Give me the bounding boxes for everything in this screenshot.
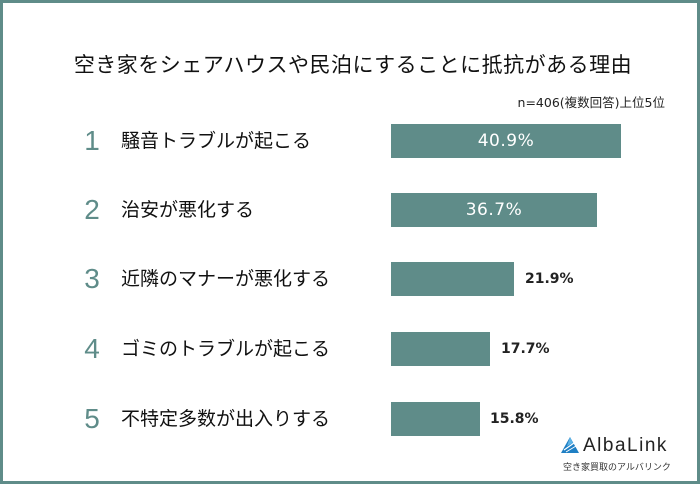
category-label: 騒音トラブルが起こる: [121, 130, 312, 152]
albalink-mountain-icon: [561, 437, 579, 453]
value-label: 40.9%: [477, 131, 535, 151]
value-label: 15.8%: [490, 411, 539, 427]
category-label: 不特定多数が出入りする: [121, 408, 331, 430]
category-label: 近隣のマナーが悪化する: [121, 268, 331, 290]
bar: [391, 262, 514, 296]
rank-number: 4: [84, 333, 100, 364]
value-label: 17.7%: [501, 341, 550, 357]
rank-number: 1: [84, 125, 100, 156]
bar-row: 2 治安が悪化する 36.7%: [3, 193, 700, 227]
value-label: 21.9%: [525, 271, 574, 287]
bar: 36.7%: [391, 193, 597, 227]
logo-wordmark: AlbaLink: [583, 435, 668, 456]
albalink-logo: AlbaLink 空き家買取のアルバリンク: [561, 435, 691, 475]
bar-row: 4 ゴミのトラブルが起こる 17.7%: [3, 332, 700, 366]
bar-row: 3 近隣のマナーが悪化する 21.9%: [3, 262, 700, 296]
category-label: ゴミのトラブルが起こる: [121, 338, 331, 360]
value-label: 36.7%: [465, 200, 523, 220]
bar-row: 5 不特定多数が出入りする 15.8%: [3, 402, 700, 436]
logo-tagline: 空き家買取のアルバリンク: [563, 463, 671, 473]
bar: 40.9%: [391, 124, 621, 158]
rank-number: 5: [84, 403, 100, 434]
bar-row: 1 騒音トラブルが起こる 40.9%: [3, 124, 700, 158]
bar: [391, 402, 480, 436]
bar: [391, 332, 490, 366]
category-label: 治安が悪化する: [121, 199, 255, 221]
chart-title: 空き家をシェアハウスや民泊にすることに抵抗がある理由: [73, 53, 633, 77]
rank-number: 2: [84, 194, 100, 225]
rank-number: 3: [84, 263, 100, 294]
sample-note: n=406(複数回答)上位5位: [517, 95, 665, 110]
